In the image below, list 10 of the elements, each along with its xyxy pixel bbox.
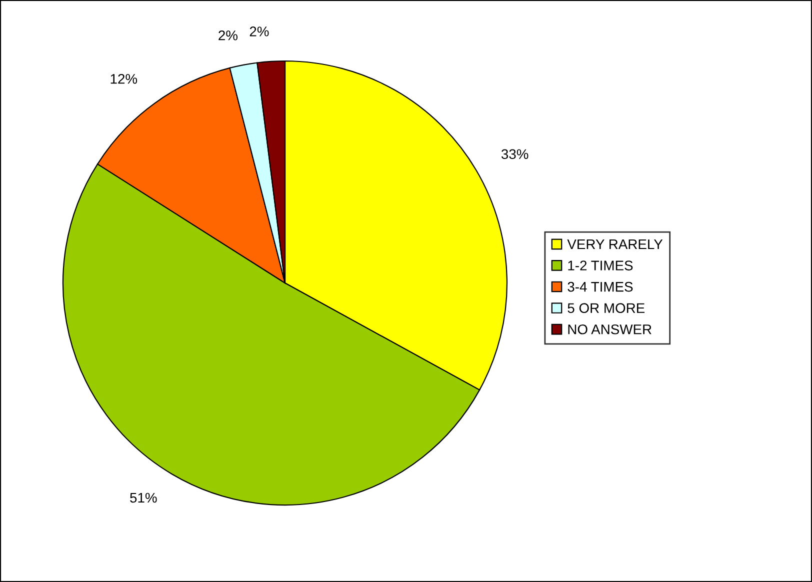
legend-label: 3-4 TIMES xyxy=(568,282,633,292)
data-label: 12% xyxy=(110,74,138,84)
legend-label: NO ANSWER xyxy=(568,324,652,334)
data-label: 51% xyxy=(130,492,157,503)
legend-label: 5 OR MORE xyxy=(568,303,645,314)
data-label: 33% xyxy=(501,149,528,160)
legend-label: VERY RARELY xyxy=(567,239,663,250)
data-label: 2% xyxy=(250,26,269,36)
data-label: 2% xyxy=(218,30,238,40)
legend-label: 1-2 TIMES xyxy=(568,260,633,270)
